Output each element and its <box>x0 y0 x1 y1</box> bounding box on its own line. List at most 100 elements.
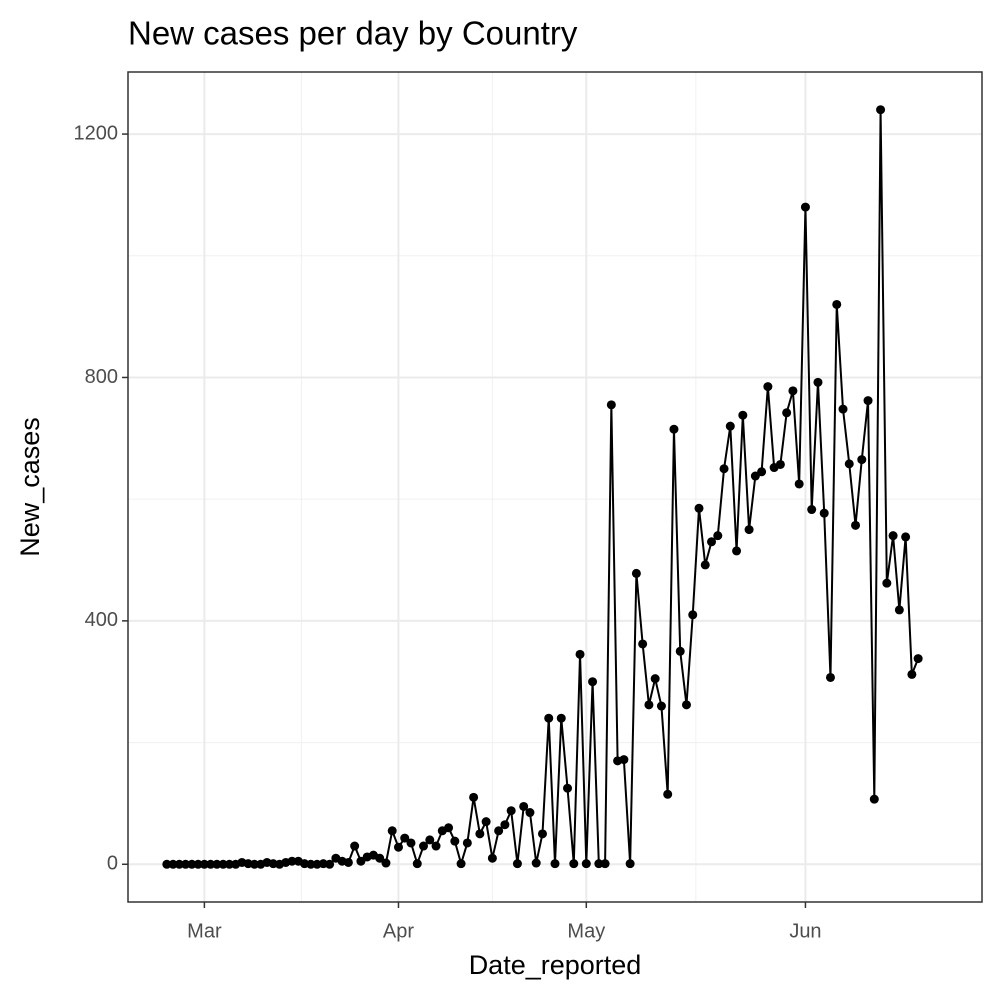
data-point <box>581 859 591 869</box>
data-point <box>187 859 197 869</box>
data-point <box>531 858 541 868</box>
data-point <box>775 459 785 469</box>
data-point <box>800 202 810 212</box>
data-point <box>287 856 297 866</box>
data-point <box>732 546 742 556</box>
data-point <box>882 578 892 588</box>
y-tick-label: 400 <box>85 609 118 631</box>
data-point <box>556 713 566 723</box>
data-point <box>575 649 585 659</box>
data-point <box>512 859 522 869</box>
data-point <box>700 560 710 570</box>
data-point <box>825 672 835 682</box>
data-point <box>832 299 842 309</box>
data-point <box>218 859 228 869</box>
data-point <box>381 858 391 868</box>
plot-border <box>127 71 983 903</box>
data-point <box>669 424 679 434</box>
x-tick-label: Apr <box>383 920 414 942</box>
data-point <box>888 531 898 541</box>
data-point <box>400 833 410 843</box>
data-point <box>181 859 191 869</box>
data-point <box>569 859 579 869</box>
data-point <box>563 783 573 793</box>
y-tick-label: 800 <box>85 366 118 388</box>
data-point <box>863 396 873 406</box>
data-point <box>199 859 209 869</box>
data-point <box>431 841 441 851</box>
data-point <box>406 838 416 848</box>
data-point <box>663 789 673 799</box>
data-point <box>425 835 435 845</box>
data-point <box>631 568 641 578</box>
x-tick-label: Jun <box>789 920 821 942</box>
y-tick-label: 1200 <box>74 122 119 144</box>
data-point <box>656 701 666 711</box>
data-point <box>519 801 529 811</box>
data-point <box>619 755 629 765</box>
data-point <box>550 859 560 869</box>
data-point <box>462 838 472 848</box>
data-point <box>206 859 216 869</box>
data-point <box>725 421 735 431</box>
data-point <box>325 859 335 869</box>
data-point <box>487 853 497 863</box>
data-point <box>525 808 535 818</box>
data-point <box>782 408 792 418</box>
data-point <box>350 841 360 851</box>
data-point <box>857 455 867 465</box>
data-point <box>444 823 454 833</box>
data-point <box>506 806 516 816</box>
data-point <box>168 859 178 869</box>
data-point <box>694 503 704 513</box>
data-point <box>813 377 823 387</box>
data-point <box>638 639 648 649</box>
x-axis-title: Date_reported <box>469 950 642 980</box>
data-point <box>375 853 385 863</box>
data-point <box>224 859 234 869</box>
data-point <box>419 841 429 851</box>
data-point <box>650 674 660 684</box>
data-point <box>763 382 773 392</box>
data-point <box>838 404 848 414</box>
data-point <box>644 700 654 710</box>
data-point <box>913 654 923 664</box>
data-point <box>794 479 804 489</box>
data-point <box>675 646 685 656</box>
data-point <box>393 842 403 852</box>
data-point <box>625 859 635 869</box>
x-tick-label: May <box>567 920 605 942</box>
data-point <box>481 817 491 827</box>
plot-panel <box>128 72 982 902</box>
data-point <box>162 859 172 869</box>
x-tick-label: Mar <box>187 920 222 942</box>
data-point <box>475 829 485 839</box>
data-point <box>901 532 911 542</box>
data-point <box>757 467 767 477</box>
data-point <box>450 836 460 846</box>
data-point <box>249 859 259 869</box>
data-point <box>744 525 754 535</box>
data-point <box>544 713 554 723</box>
data-point <box>306 859 316 869</box>
data-point <box>707 537 717 547</box>
data-point <box>681 700 691 710</box>
data-point <box>738 410 748 420</box>
data-point <box>456 859 466 869</box>
data-point <box>688 610 698 620</box>
data-point <box>719 464 729 474</box>
data-point <box>907 669 917 679</box>
data-point <box>894 605 904 615</box>
data-point <box>537 829 547 839</box>
data-point <box>788 386 798 396</box>
data-point <box>174 859 184 869</box>
data-point <box>851 520 861 530</box>
chart-title: New cases per day by Country <box>128 15 578 52</box>
data-point <box>844 459 854 469</box>
y-tick-label: 0 <box>107 853 118 875</box>
data-point <box>606 400 616 410</box>
data-point <box>588 677 598 687</box>
data-point <box>500 820 510 830</box>
data-point <box>343 857 353 867</box>
data-point <box>819 508 829 518</box>
